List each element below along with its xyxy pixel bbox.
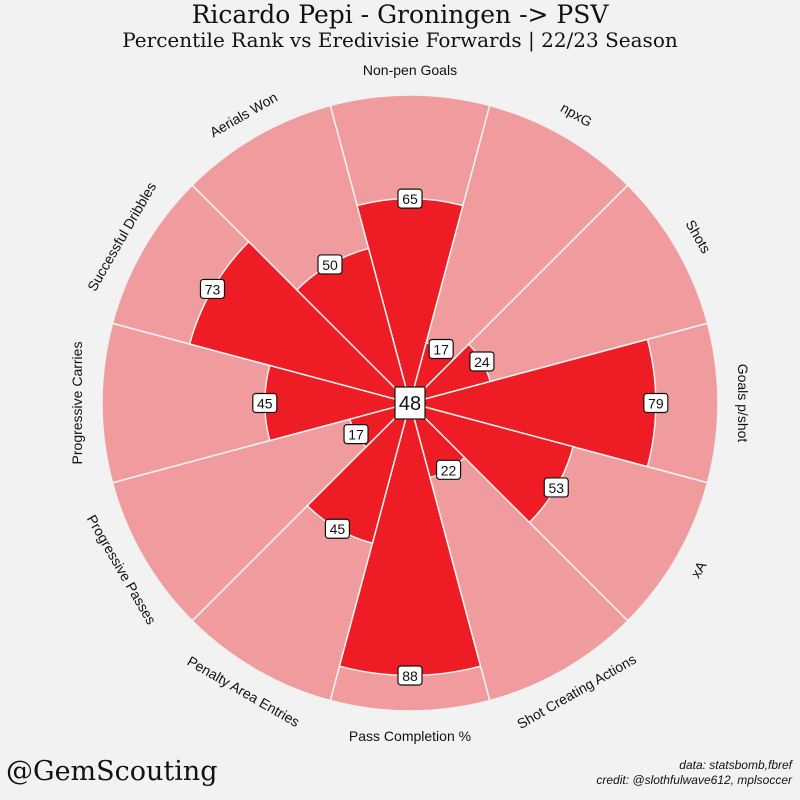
value-label: 17	[343, 424, 369, 445]
value-label: 88	[397, 665, 423, 686]
value-label: 17	[428, 338, 454, 360]
svg-text:45: 45	[257, 396, 273, 412]
param-label: Pass Completion %	[349, 728, 471, 744]
value-label: 79	[643, 392, 669, 414]
param-label: Goals p/shot	[735, 364, 751, 443]
data-source-credit: data: statsbomb,fbref	[679, 758, 792, 772]
svg-text:65: 65	[402, 191, 418, 207]
param-label: Shots	[683, 217, 715, 256]
author-handle: @GemScouting	[6, 756, 218, 787]
param-label: npxG	[558, 99, 595, 130]
svg-text:53: 53	[548, 480, 564, 496]
value-label: 73	[199, 278, 226, 300]
svg-text:17: 17	[433, 342, 449, 358]
svg-text:73: 73	[205, 281, 221, 297]
param-label: xA	[687, 558, 709, 581]
value-label: 50	[317, 254, 343, 275]
svg-text:48: 48	[399, 393, 421, 415]
value-label: 65	[397, 188, 423, 209]
center-value: 48	[394, 386, 426, 420]
svg-text:88: 88	[402, 668, 418, 684]
svg-text:45: 45	[330, 521, 346, 537]
value-label: 22	[435, 459, 462, 480]
value-label: 53	[543, 477, 569, 498]
svg-text:17: 17	[348, 427, 364, 443]
author-credit: credit: @slothfulwave612, mplsoccer	[596, 773, 792, 787]
svg-text:22: 22	[441, 462, 457, 478]
svg-text:24: 24	[474, 354, 490, 370]
chart-subtitle: Percentile Rank vs Eredivisie Forwards |…	[122, 28, 678, 52]
svg-text:79: 79	[648, 396, 664, 412]
value-label: 45	[324, 518, 350, 539]
svg-text:50: 50	[322, 257, 338, 273]
param-label: Non-pen Goals	[363, 62, 457, 78]
value-label: 24	[469, 351, 495, 372]
param-label: Progressive Carries	[69, 342, 85, 465]
value-label: 45	[252, 392, 278, 414]
chart-title: Ricardo Pepi - Groningen -> PSV	[191, 0, 609, 29]
